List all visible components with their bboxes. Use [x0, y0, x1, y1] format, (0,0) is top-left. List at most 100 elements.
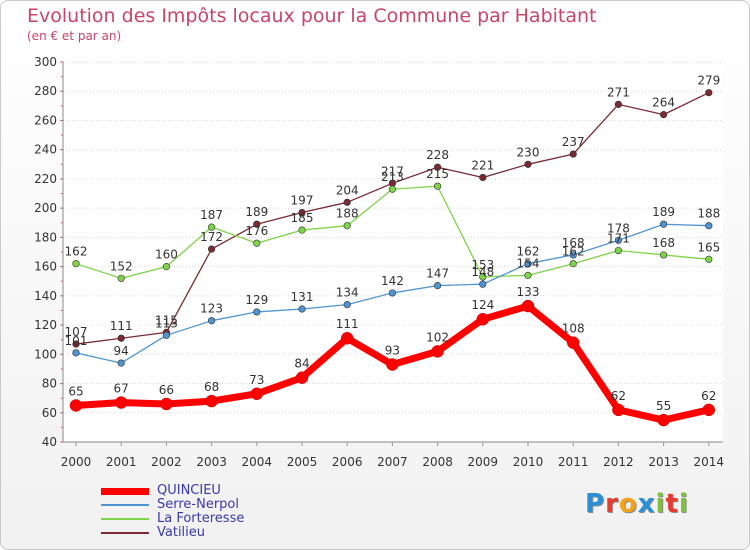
data-point	[208, 245, 216, 253]
data-point	[614, 100, 623, 108]
data-label: 187	[200, 208, 223, 222]
y-tick-label: 100	[34, 347, 57, 361]
data-label: 204	[336, 183, 359, 197]
x-tick-label: 2002	[151, 455, 182, 469]
data-point	[659, 220, 668, 228]
x-tick-label: 2014	[694, 455, 725, 469]
data-point	[479, 280, 487, 288]
data-label: 62	[701, 389, 716, 403]
data-label: 108	[562, 322, 585, 336]
y-tick-label: 160	[34, 260, 57, 274]
data-point	[162, 263, 170, 271]
data-label: 73	[249, 373, 264, 387]
legend-swatch	[101, 487, 149, 495]
data-label: 162	[517, 245, 540, 259]
y-tick-label: 300	[34, 55, 57, 69]
data-label: 188	[336, 207, 359, 221]
data-label: 94	[114, 344, 129, 358]
data-label: 142	[381, 274, 404, 288]
data-point	[388, 185, 397, 193]
data-label: 230	[517, 145, 540, 159]
data-point	[434, 182, 442, 190]
data-label: 168	[652, 236, 675, 250]
data-point	[479, 173, 487, 182]
axes: 40 60 80 100 120 140 160 180 200 220 240 260 280 300 2…	[34, 55, 724, 469]
data-label: 107	[65, 325, 88, 339]
data-label: 217	[381, 164, 404, 178]
data-point	[569, 251, 577, 259]
legend-label: Vatilieu	[157, 525, 206, 540]
data-point	[250, 387, 264, 401]
data-point	[521, 299, 535, 313]
legend-swatch	[101, 504, 149, 506]
chart-subtitle: (en € et par an)	[27, 29, 122, 43]
data-point	[160, 397, 173, 411]
data-point	[162, 331, 170, 339]
data-point	[705, 222, 713, 230]
data-label: 264	[652, 96, 675, 110]
data-point	[72, 260, 80, 268]
data-point	[343, 198, 351, 206]
y-tick-label: 120	[34, 318, 57, 332]
data-label: 113	[155, 316, 178, 330]
x-tick-label: 2001	[106, 455, 137, 469]
y-tick-label: 180	[34, 230, 57, 244]
data-label: 67	[114, 382, 129, 396]
data-point	[117, 359, 125, 367]
data-point	[434, 163, 442, 171]
data-point	[705, 89, 713, 97]
data-point	[569, 150, 577, 158]
legend-label: La Forteresse	[157, 511, 245, 526]
data-label: 65	[68, 384, 83, 398]
x-tick-label: 2010	[513, 455, 544, 469]
data-point	[569, 260, 577, 268]
data-point	[298, 226, 306, 234]
data-point	[705, 255, 713, 263]
legend-label: QUINCIEU	[157, 483, 221, 498]
data-point	[566, 336, 580, 349]
data-point	[72, 349, 80, 357]
data-point	[614, 246, 623, 255]
y-tick-label: 200	[34, 201, 57, 215]
data-point	[431, 345, 444, 358]
data-label: 221	[471, 158, 494, 172]
y-tick-label: 140	[34, 289, 57, 303]
y-tick-label: 40	[42, 435, 57, 449]
data-point	[117, 274, 125, 282]
data-point	[479, 273, 487, 281]
series-lines	[69, 89, 716, 427]
legend-label: Serre-Nerpol	[157, 497, 239, 512]
data-label: 102	[426, 330, 449, 344]
x-tick-label: 2013	[648, 455, 679, 469]
data-label: 152	[110, 259, 133, 273]
data-label: 66	[159, 383, 174, 397]
data-label: 189	[245, 205, 268, 219]
data-label: 178	[607, 221, 630, 235]
legend-swatch	[101, 532, 149, 534]
data-point	[524, 271, 532, 279]
data-label: 160	[155, 248, 178, 262]
data-point	[114, 396, 128, 409]
data-label: 153	[471, 258, 494, 272]
data-point	[476, 312, 490, 326]
data-point	[614, 236, 623, 244]
data-label: 185	[291, 211, 314, 225]
data-label: 162	[562, 245, 585, 259]
data-label: 133	[517, 285, 540, 299]
y-tick-label: 220	[34, 172, 57, 186]
data-label: 189	[652, 205, 675, 219]
data-label: 134	[336, 286, 359, 300]
data-label: 213	[381, 170, 404, 184]
data-point	[205, 394, 218, 408]
data-point	[343, 222, 351, 230]
chart-title: Evolution des Impôts locaux pour la Comm…	[27, 5, 597, 27]
y-tick-label: 280	[34, 84, 57, 98]
data-point	[298, 208, 306, 217]
data-label: 147	[426, 267, 449, 281]
data-label: 154	[517, 256, 540, 270]
data-point	[208, 223, 216, 231]
data-label: 84	[294, 357, 309, 371]
data-label: 148	[471, 265, 494, 279]
data-point	[69, 399, 83, 412]
